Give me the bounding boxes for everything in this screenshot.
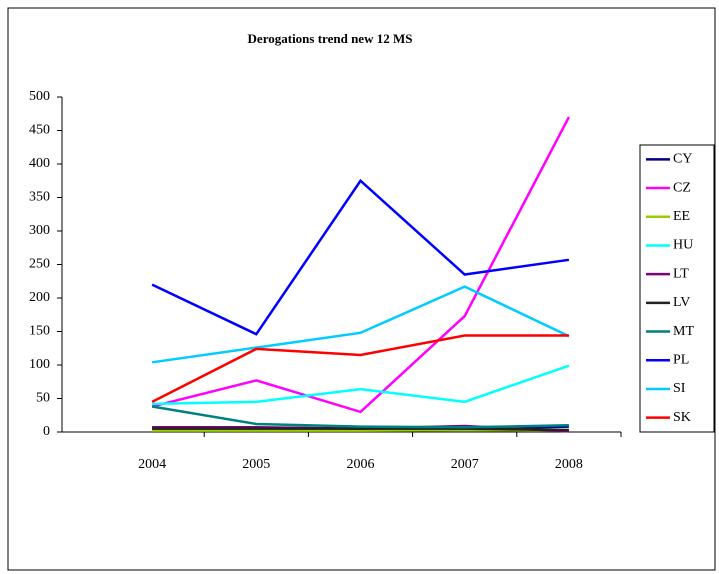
y-tick-label: 400 (29, 156, 50, 171)
chart-border (7, 7, 716, 571)
chart-title: Derogations trend new 12 MS (248, 31, 413, 46)
legend-label: LT (673, 266, 689, 281)
legend-label: HU (673, 238, 693, 253)
x-tick-label: 2008 (555, 457, 583, 472)
x-tick-label: 2007 (451, 457, 479, 472)
series-line (151, 334, 569, 403)
y-tick-label: 0 (43, 424, 50, 439)
y-tick-label: 100 (29, 357, 50, 372)
series-line (152, 364, 570, 406)
legend-box (639, 144, 715, 433)
y-tick-label: 300 (29, 223, 50, 238)
legend-label: SK (673, 410, 691, 425)
y-tick-label: 450 (29, 123, 50, 138)
x-tick-label: 2004 (138, 457, 166, 472)
legend-label: CY (673, 152, 692, 167)
y-tick-label: 150 (29, 324, 50, 339)
series-line (151, 405, 569, 429)
legend-label: SI (673, 381, 686, 396)
y-tick-label: 50 (36, 391, 50, 406)
legend-label: EE (673, 209, 690, 224)
legend-label: CZ (673, 180, 691, 195)
series-line (151, 178, 570, 336)
x-tick-label: 2006 (347, 457, 375, 472)
legend-label: MT (673, 324, 694, 339)
legend-label: PL (673, 352, 689, 367)
series-line (151, 116, 571, 414)
series-line (152, 427, 569, 432)
y-tick-label: 250 (29, 257, 50, 272)
series-line (151, 285, 570, 364)
legend-label: LV (673, 295, 690, 310)
y-tick-label: 350 (29, 190, 50, 205)
y-tick-label: 500 (29, 89, 50, 104)
y-tick-label: 200 (29, 290, 50, 305)
x-tick-label: 2005 (242, 457, 270, 472)
